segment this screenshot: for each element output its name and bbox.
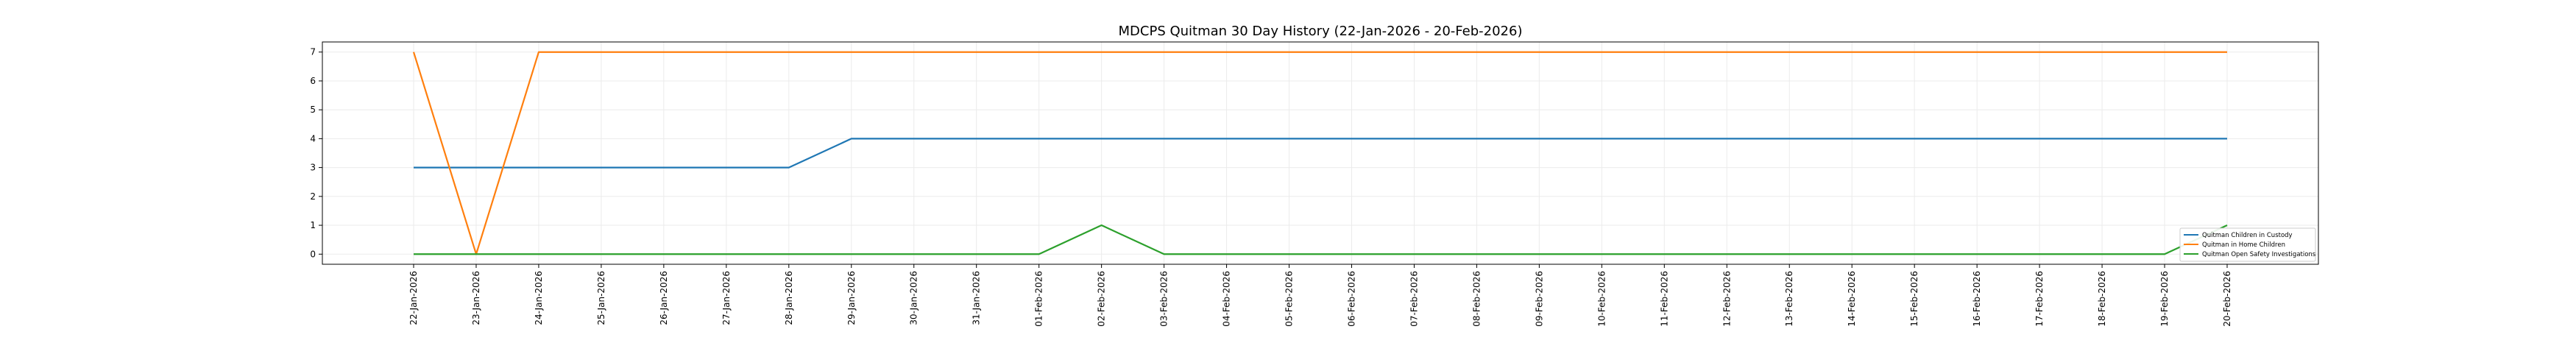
x-tick-label: 20-Feb-2026: [2222, 271, 2232, 327]
plot-frame: [322, 41, 2319, 265]
y-tick-label: 0: [310, 249, 316, 259]
x-tick-label: 31-Jan-2026: [972, 271, 982, 325]
x-tick-label: 26-Jan-2026: [659, 271, 669, 325]
x-tick-label: 25-Jan-2026: [596, 271, 606, 325]
legend-label: Quitman Open Safety Investigations: [2202, 251, 2316, 258]
y-tick-label: 4: [310, 133, 316, 144]
x-tick-label: 13-Feb-2026: [1784, 271, 1794, 327]
series-line: [414, 224, 2228, 255]
y-tick-label: 2: [310, 191, 316, 202]
x-tick-label: 15-Feb-2026: [1909, 271, 1919, 327]
x-tick-label: 30-Jan-2026: [909, 271, 919, 325]
x-tick-label: 19-Feb-2026: [2159, 271, 2170, 327]
y-tick-label: 6: [310, 76, 316, 86]
series-line: [414, 138, 2227, 169]
y-tick-label: 5: [310, 105, 316, 115]
x-tick-label: 12-Feb-2026: [1722, 271, 1732, 327]
y-tick-label: 3: [310, 163, 316, 173]
x-tick-label: 23-Jan-2026: [471, 271, 481, 325]
chart-title: MDCPS Quitman 30 Day History (22-Jan-202…: [1119, 24, 1523, 39]
x-tick-label: 03-Feb-2026: [1159, 271, 1170, 327]
x-tick-label: 10-Feb-2026: [1596, 271, 1607, 327]
x-tick-label: 04-Feb-2026: [1222, 271, 1232, 327]
x-tick-label: 22-Jan-2026: [408, 271, 419, 325]
x-tick-label: 24-Jan-2026: [534, 271, 544, 325]
x-tick-label: 27-Jan-2026: [721, 271, 732, 325]
x-tick-label: 08-Feb-2026: [1471, 271, 1482, 327]
x-tick-label: 29-Jan-2026: [846, 271, 857, 325]
x-tick-label: 18-Feb-2026: [2097, 271, 2107, 327]
x-tick-label: 02-Feb-2026: [1097, 271, 1107, 327]
legend: Quitman Children in Custody Quitman in Ho…: [2179, 227, 2316, 262]
x-tick-label: 28-Jan-2026: [784, 271, 794, 325]
series-lines: [412, 51, 2228, 255]
series-line: [412, 51, 2227, 255]
y-tick-label: 1: [310, 220, 316, 230]
x-tick-label: 14-Feb-2026: [1847, 271, 1857, 327]
x-tick-label: 07-Feb-2026: [1409, 271, 1419, 327]
x-tick-label: 09-Feb-2026: [1534, 271, 1544, 327]
x-tick-label: 01-Feb-2026: [1034, 271, 1044, 327]
x-tick-label: 16-Feb-2026: [1972, 271, 1982, 327]
x-tick-label: 11-Feb-2026: [1659, 271, 1669, 327]
y-tick-label: 7: [310, 47, 316, 57]
x-tick-label: 05-Feb-2026: [1284, 271, 1295, 327]
x-tick-label: 17-Feb-2026: [2034, 271, 2045, 327]
legend-box: [2179, 227, 2316, 262]
legend-label: Quitman Children in Custody: [2202, 232, 2293, 239]
x-tick-label: 06-Feb-2026: [1346, 271, 1356, 327]
legend-label: Quitman in Home Children: [2202, 241, 2285, 249]
axes: 22-Jan-2026 23-Jan-2026 24-Jan-2026 25-Jan-…: [310, 47, 2232, 327]
